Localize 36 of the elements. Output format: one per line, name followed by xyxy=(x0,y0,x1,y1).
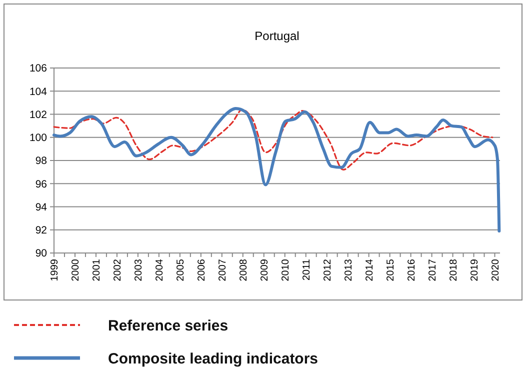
x-tick-label: 2019 xyxy=(469,258,480,282)
x-tick-label: 2006 xyxy=(196,258,208,282)
y-tick-label: 94 xyxy=(35,201,48,214)
y-tick-label: 96 xyxy=(35,178,48,190)
x-tick-label: 2001 xyxy=(91,258,102,282)
x-tick-label: 2012 xyxy=(322,258,334,282)
y-tick-label: 104 xyxy=(29,86,48,98)
x-tick-label: 2002 xyxy=(112,258,124,282)
x-tick-label: 2007 xyxy=(217,258,228,282)
x-tick-label: 2003 xyxy=(133,258,144,282)
x-tick-label: 2013 xyxy=(343,258,354,282)
y-tick-label: 90 xyxy=(35,248,48,260)
y-tick-label: 102 xyxy=(29,108,48,121)
x-tick-label: 2008 xyxy=(238,258,250,282)
x-tick-label: 1999 xyxy=(50,258,60,282)
line-series xyxy=(52,106,501,233)
x-tick-label: 2018 xyxy=(448,258,460,282)
x-tick-label: 2014 xyxy=(364,258,376,282)
x-tick-label: 2011 xyxy=(301,258,312,281)
x-tick-label: 2009 xyxy=(259,258,270,282)
x-tick-label: 2020 xyxy=(490,258,502,282)
line-series xyxy=(53,108,494,171)
y-tick-label: 106 xyxy=(29,62,48,75)
x-tick-label: 2015 xyxy=(385,258,396,282)
y-tick-label: 92 xyxy=(35,224,48,237)
x-tick-label: 2004 xyxy=(154,258,166,282)
x-tick-label: 2017 xyxy=(427,258,438,282)
legend-label: Composite leading indicators xyxy=(108,350,318,368)
x-tick-label: 2000 xyxy=(70,258,82,282)
y-tick-label: 98 xyxy=(35,155,48,168)
x-tick-label: 2005 xyxy=(175,258,186,282)
x-tick-label: 2010 xyxy=(280,258,292,282)
x-tick-label: 2016 xyxy=(406,258,418,282)
legend-label: Reference series xyxy=(108,317,228,334)
y-tick-label: 100 xyxy=(29,132,48,144)
chart-title: Portugal xyxy=(254,29,300,43)
